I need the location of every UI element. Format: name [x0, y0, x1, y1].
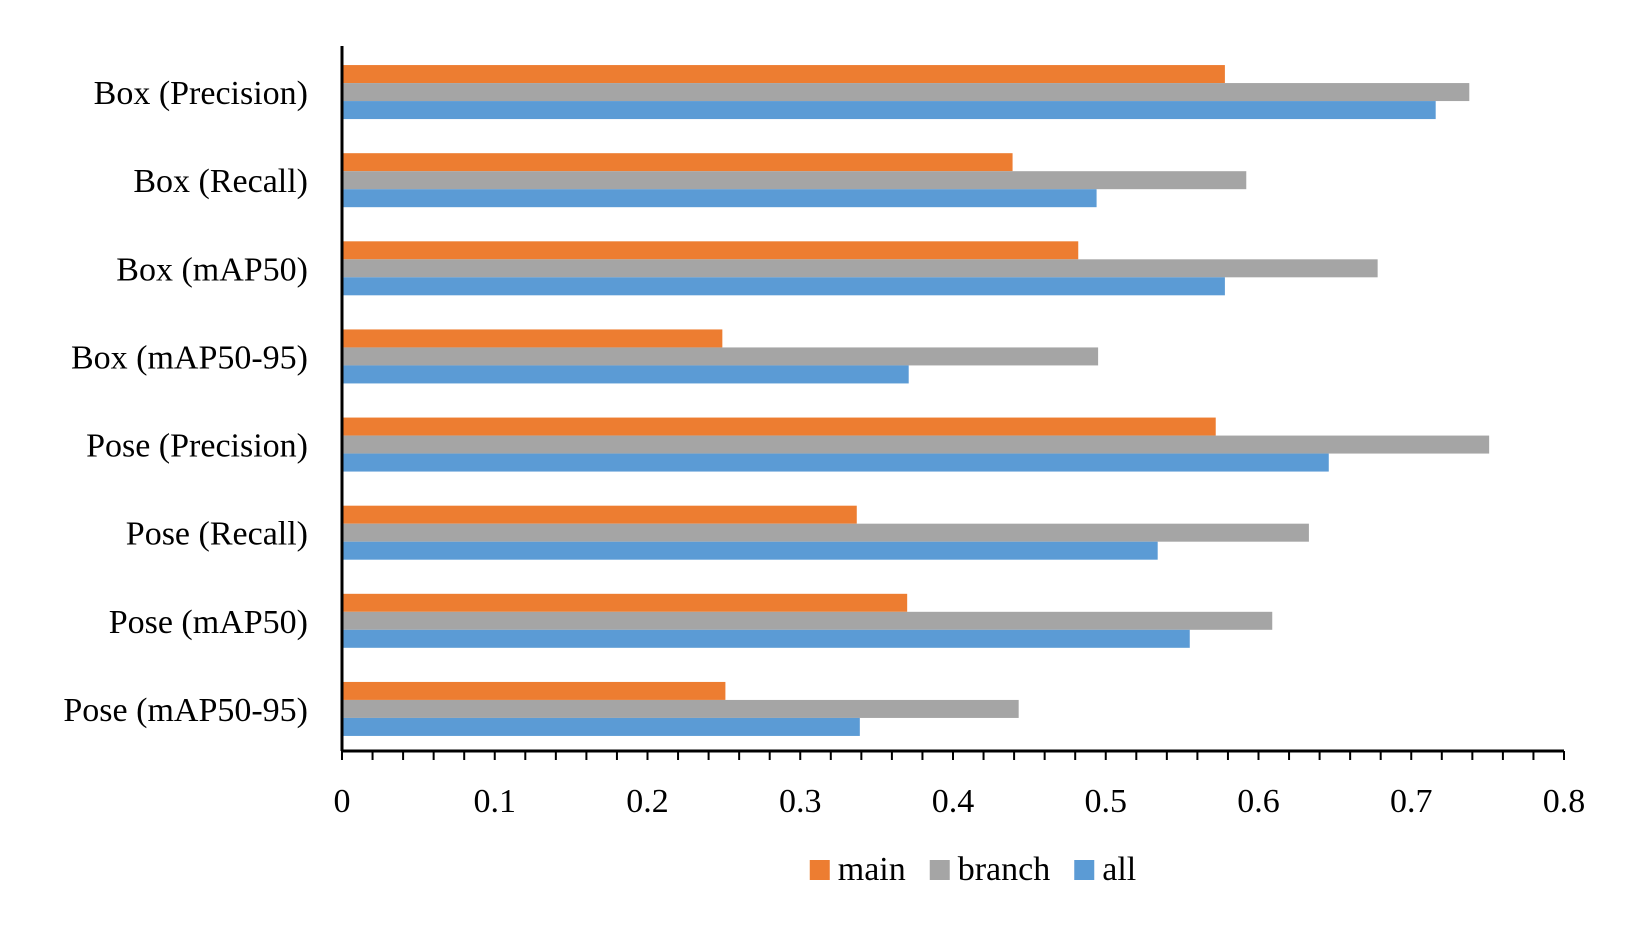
bar-all-pose-map50-95	[342, 717, 860, 736]
bar-all-pose-recall	[342, 541, 1158, 560]
bar-main-box-map50	[342, 241, 1079, 260]
legend-label-all: all	[1102, 851, 1136, 888]
bar-all-box-map50	[342, 277, 1225, 296]
bar-main-pose-map50-95	[342, 681, 726, 700]
x-tick-label-0-8: 0.8	[1543, 783, 1586, 820]
category-label-box-map50-95: Box (mAP50-95)	[71, 339, 308, 376]
x-tick-label-0-1: 0.1	[474, 783, 517, 820]
x-tick-label-0-6: 0.6	[1237, 783, 1280, 820]
category-label-pose-recall: Pose (Recall)	[126, 516, 308, 553]
bar-all-pose-map50	[342, 629, 1190, 648]
legend-label-main: main	[838, 851, 906, 888]
bar-main-pose-map50	[342, 593, 908, 612]
category-label-pose-precision: Pose (Precision)	[86, 428, 308, 465]
bar-main-box-recall	[342, 153, 1013, 172]
bar-main-box-precision	[342, 65, 1225, 84]
legend-swatch-main	[809, 860, 830, 880]
bar-branch-box-map50	[342, 259, 1378, 278]
bar-branch-box-precision	[342, 83, 1470, 102]
legend-label-branch: branch	[958, 851, 1051, 888]
bar-all-pose-precision	[342, 453, 1329, 472]
x-tick-label-0-3: 0.3	[779, 783, 822, 820]
category-label-pose-map50: Pose (mAP50)	[109, 604, 308, 641]
bar-branch-pose-map50-95	[342, 699, 1019, 718]
bar-branch-box-recall	[342, 171, 1247, 190]
x-tick-label-0: 0	[334, 783, 351, 820]
labels-layer: Box (Precision) Box (Recall) Box (mAP50) Bo…	[63, 75, 1585, 820]
bars-layer	[342, 65, 1490, 736]
bar-branch-pose-recall	[342, 523, 1309, 542]
bar-branch-pose-map50	[342, 611, 1273, 630]
legend: main branch all	[809, 851, 1136, 888]
x-tick-label-0-2: 0.2	[626, 783, 669, 820]
category-label-pose-map50-95: Pose (mAP50-95)	[63, 692, 308, 729]
bar-all-box-precision	[342, 101, 1436, 120]
legend-swatch-all	[1074, 860, 1095, 880]
legend-swatch-branch	[929, 860, 950, 880]
category-label-box-precision: Box (Precision)	[94, 75, 308, 112]
category-label-box-recall: Box (Recall)	[133, 163, 308, 200]
bar-branch-pose-precision	[342, 435, 1490, 454]
bar-all-box-recall	[342, 189, 1097, 208]
bar-main-box-map50-95	[342, 329, 723, 348]
bar-main-pose-precision	[342, 417, 1216, 436]
axes-layer	[340, 46, 1565, 760]
bar-all-box-map50-95	[342, 365, 909, 384]
x-tick-label-0-4: 0.4	[932, 783, 975, 820]
x-tick-label-0-5: 0.5	[1085, 783, 1128, 820]
bar-branch-box-map50-95	[342, 347, 1099, 366]
category-label-box-map50: Box (mAP50)	[116, 251, 308, 288]
x-tick-label-0-7: 0.7	[1390, 783, 1433, 820]
bar-main-pose-recall	[342, 505, 857, 524]
